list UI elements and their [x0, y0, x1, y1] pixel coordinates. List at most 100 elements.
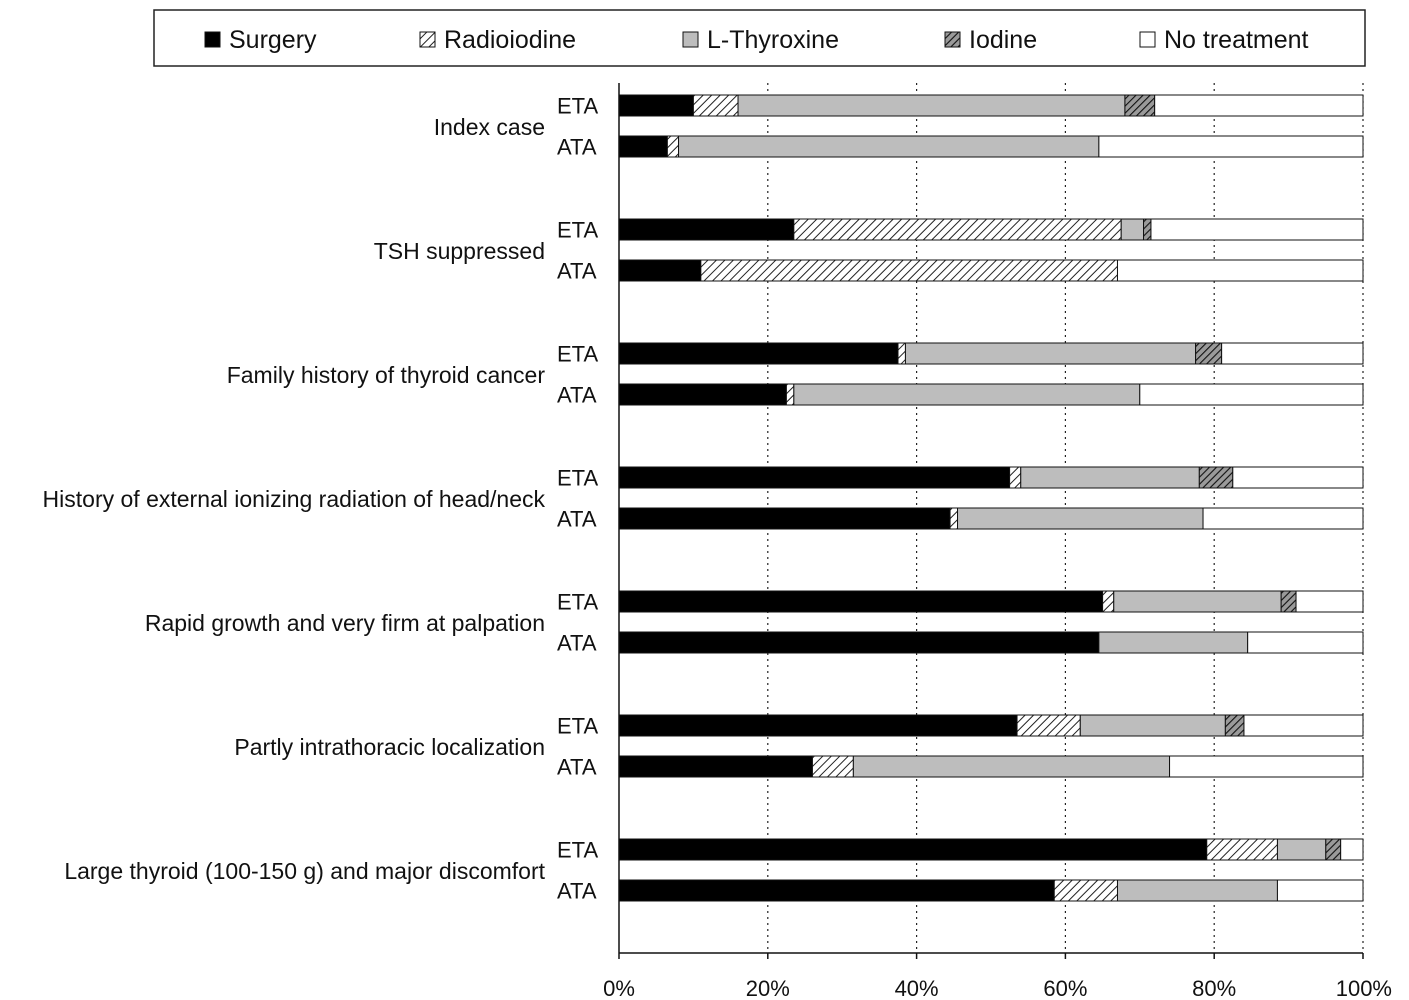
bar-segment-surgery: [618, 259, 702, 282]
bar-segment-no-treatment: [1139, 383, 1364, 406]
x-tick-label: 40%: [895, 976, 939, 1000]
legend-label-iodine: Iodine: [969, 26, 1037, 54]
group-label: Index case: [434, 114, 545, 140]
legend-swatch-surgery: [204, 31, 221, 48]
bar-segment-l-thyroxine: [1020, 466, 1200, 489]
bar-segment-iodine: [1280, 590, 1297, 613]
legend-label-radioiodine: Radioiodine: [444, 26, 576, 54]
bar-segment-no-treatment: [1232, 466, 1364, 489]
bar-segment-radioiodine: [1009, 466, 1022, 489]
bars: [618, 94, 1364, 902]
x-tick-label: 80%: [1192, 976, 1236, 1000]
row-label: ETA: [557, 838, 598, 863]
bar-segment-no-treatment: [1247, 631, 1364, 654]
bar-segment-l-thyroxine: [1098, 631, 1249, 654]
bar-segment-surgery: [618, 631, 1100, 654]
row-label: ATA: [557, 383, 597, 408]
bar-segment-iodine: [1195, 342, 1223, 365]
bar-segment-l-thyroxine: [1120, 218, 1145, 241]
bar-segment-radioiodine: [1016, 714, 1081, 737]
bar-segment-iodine: [1224, 714, 1245, 737]
bar-segment-l-thyroxine: [1116, 879, 1278, 902]
bar-segment-no-treatment: [1221, 342, 1364, 365]
legend: Surgery Radioiodine L-Thyroxine Iodine No tr…: [153, 9, 1366, 67]
bar-segment-surgery: [618, 94, 694, 117]
bar-segment-no-treatment: [1202, 507, 1364, 530]
bar-segment-no-treatment: [1243, 714, 1364, 737]
legend-swatch-iodine: [944, 31, 961, 48]
bar-segment-surgery: [618, 218, 795, 241]
bar-segment-l-thyroxine: [904, 342, 1197, 365]
bar-segment-no-treatment: [1276, 879, 1364, 902]
bar-segment-l-thyroxine: [678, 135, 1100, 158]
bar-segment-surgery: [618, 342, 899, 365]
bar-segment-no-treatment: [1169, 755, 1364, 778]
bar-segment-surgery: [618, 755, 813, 778]
row-label: ATA: [557, 135, 597, 160]
bar-segment-radioiodine: [785, 383, 795, 406]
row-label: ETA: [557, 342, 598, 367]
row-label: ETA: [557, 218, 598, 243]
bar-segment-iodine: [1143, 218, 1152, 241]
row-label: ATA: [557, 879, 597, 904]
bar-segment-surgery: [618, 714, 1018, 737]
bar-segment-no-treatment: [1098, 135, 1364, 158]
bar-segment-radioiodine: [1053, 879, 1118, 902]
row-label: ATA: [557, 507, 597, 532]
bar-segment-l-thyroxine: [852, 755, 1171, 778]
bar-segment-l-thyroxine: [957, 507, 1204, 530]
bar-segment-iodine: [1198, 466, 1234, 489]
bar-segment-radioiodine: [949, 507, 959, 530]
legend-label-l-thyroxine: L-Thyroxine: [707, 26, 839, 54]
bar-segment-radioiodine: [811, 755, 854, 778]
group-label: Family history of thyroid cancer: [227, 362, 546, 388]
bar-segment-radioiodine: [692, 94, 739, 117]
group-label: TSH suppressed: [374, 238, 545, 264]
bar-segment-l-thyroxine: [737, 94, 1126, 117]
bar-segment-l-thyroxine: [793, 383, 1141, 406]
bar-segment-surgery: [618, 879, 1055, 902]
group-label: Large thyroid (100-150 g) and major disc…: [64, 858, 545, 884]
legend-swatch-radioiodine: [419, 31, 436, 48]
legend-label-surgery: Surgery: [229, 26, 317, 54]
category-labels: Index case ETA ATA TSH suppressed ETA ATA Fami…: [43, 94, 599, 904]
bar-segment-radioiodine: [1206, 838, 1278, 861]
bar-segment-surgery: [618, 383, 787, 406]
row-label: ATA: [557, 259, 597, 284]
legend-swatch-l-thyroxine: [682, 31, 699, 48]
bar-segment-radioiodine: [666, 135, 680, 158]
bar-segment-surgery: [618, 466, 1011, 489]
group-label: History of external ionizing radiation o…: [43, 486, 546, 512]
bar-segment-no-treatment: [1154, 94, 1364, 117]
bar-segment-surgery: [618, 507, 951, 530]
x-tick-label: 0%: [603, 976, 635, 1000]
bar-segment-no-treatment: [1340, 838, 1364, 861]
row-label: ETA: [557, 590, 598, 615]
bar-segment-iodine: [1124, 94, 1156, 117]
bar-segment-radioiodine: [793, 218, 1122, 241]
bar-segment-no-treatment: [1295, 590, 1364, 613]
group-label: Rapid growth and very firm at palpation: [145, 610, 545, 636]
group-label: Partly intrathoracic localization: [234, 734, 545, 760]
bar-segment-radioiodine: [1102, 590, 1115, 613]
row-label: ATA: [557, 631, 597, 656]
bar-segment-no-treatment: [1150, 218, 1364, 241]
x-tick-label: 100%: [1336, 976, 1392, 1000]
bar-segment-iodine: [1325, 838, 1342, 861]
legend-label-no-treatment: No treatment: [1164, 26, 1309, 54]
bar-segment-radioiodine: [700, 259, 1118, 282]
x-tick-label: 60%: [1043, 976, 1087, 1000]
row-label: ATA: [557, 755, 597, 780]
row-label: ETA: [557, 714, 598, 739]
row-label: ETA: [557, 94, 598, 119]
legend-swatch-no-treatment: [1139, 31, 1156, 48]
bar-segment-l-thyroxine: [1079, 714, 1226, 737]
bar-segment-l-thyroxine: [1113, 590, 1282, 613]
row-label: ETA: [557, 466, 598, 491]
x-tick-label: 20%: [746, 976, 790, 1000]
bar-segment-no-treatment: [1116, 259, 1364, 282]
bar-segment-l-thyroxine: [1276, 838, 1327, 861]
bar-segment-surgery: [618, 590, 1104, 613]
bar-segment-radioiodine: [897, 342, 906, 365]
